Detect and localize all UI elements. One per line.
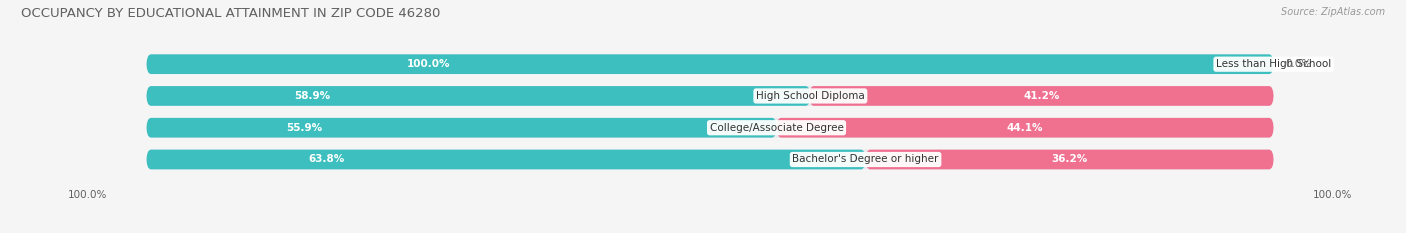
FancyBboxPatch shape — [146, 86, 1274, 106]
Text: OCCUPANCY BY EDUCATIONAL ATTAINMENT IN ZIP CODE 46280: OCCUPANCY BY EDUCATIONAL ATTAINMENT IN Z… — [21, 7, 440, 20]
FancyBboxPatch shape — [146, 54, 1274, 74]
Text: College/Associate Degree: College/Associate Degree — [710, 123, 844, 133]
FancyBboxPatch shape — [146, 150, 866, 169]
Text: 0.0%: 0.0% — [1285, 59, 1312, 69]
FancyBboxPatch shape — [146, 118, 776, 137]
Text: Bachelor's Degree or higher: Bachelor's Degree or higher — [793, 154, 939, 164]
Text: 100.0%: 100.0% — [67, 190, 107, 200]
FancyBboxPatch shape — [146, 54, 1274, 74]
FancyBboxPatch shape — [146, 86, 810, 106]
Text: 41.2%: 41.2% — [1024, 91, 1060, 101]
Text: Less than High School: Less than High School — [1216, 59, 1331, 69]
Text: 44.1%: 44.1% — [1007, 123, 1043, 133]
FancyBboxPatch shape — [776, 118, 1274, 137]
Text: High School Diploma: High School Diploma — [756, 91, 865, 101]
FancyBboxPatch shape — [810, 86, 1274, 106]
Text: 58.9%: 58.9% — [294, 91, 330, 101]
Text: 100.0%: 100.0% — [406, 59, 450, 69]
FancyBboxPatch shape — [146, 150, 1274, 169]
Text: 100.0%: 100.0% — [1313, 190, 1353, 200]
Text: 36.2%: 36.2% — [1052, 154, 1088, 164]
Text: 63.8%: 63.8% — [308, 154, 344, 164]
FancyBboxPatch shape — [146, 118, 1274, 137]
Text: Source: ZipAtlas.com: Source: ZipAtlas.com — [1281, 7, 1385, 17]
Text: 55.9%: 55.9% — [285, 123, 322, 133]
FancyBboxPatch shape — [866, 150, 1274, 169]
